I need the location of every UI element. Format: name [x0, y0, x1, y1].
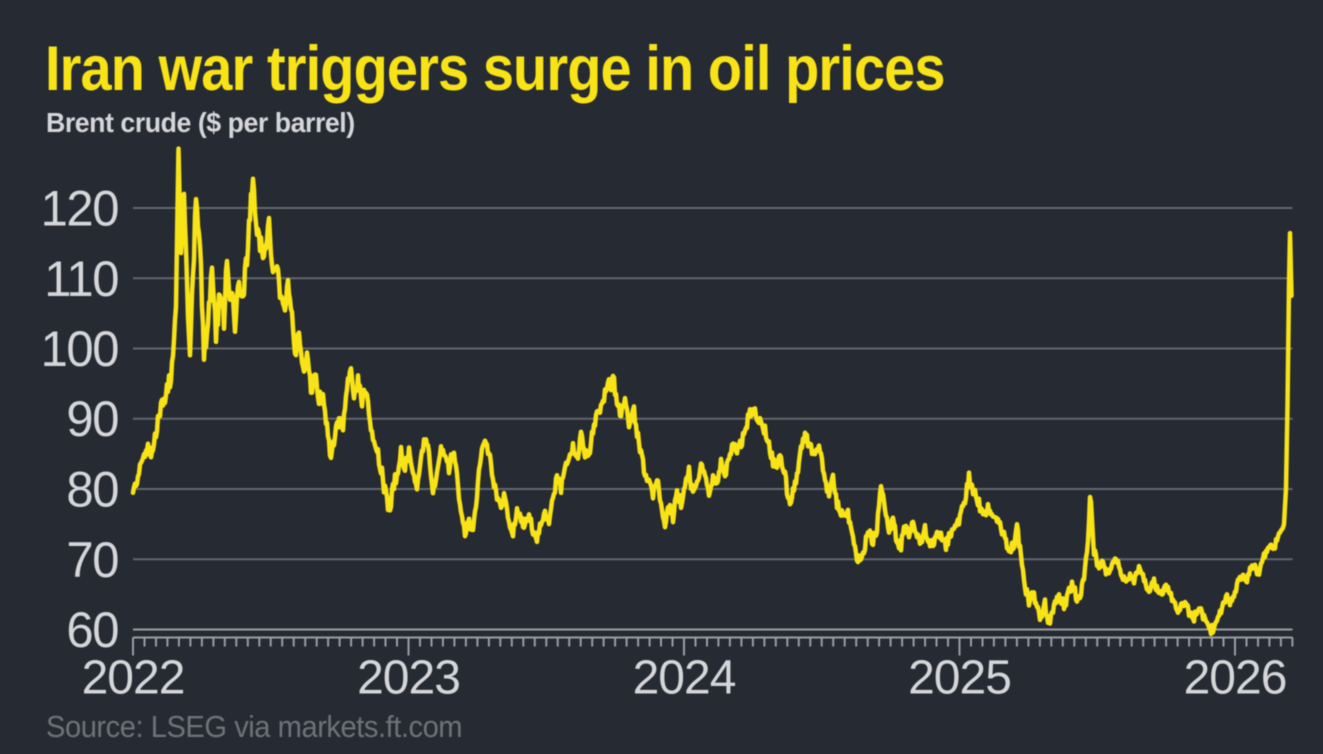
- svg-text:80: 80: [66, 462, 118, 518]
- svg-text:Iran war triggers surge in oil: Iran war triggers surge in oil prices: [45, 33, 945, 104]
- svg-text:100: 100: [41, 322, 118, 378]
- svg-text:70: 70: [66, 532, 118, 588]
- svg-text:Source: LSEG via markets.ft.co: Source: LSEG via markets.ft.com: [46, 710, 462, 744]
- svg-text:90: 90: [66, 392, 118, 448]
- svg-text:2023: 2023: [357, 652, 460, 705]
- svg-text:2025: 2025: [908, 652, 1011, 705]
- svg-text:Brent crude ($ per barrel): Brent crude ($ per barrel): [46, 106, 355, 138]
- svg-text:2026: 2026: [1184, 652, 1287, 705]
- svg-text:2022: 2022: [82, 652, 185, 705]
- svg-text:120: 120: [41, 181, 118, 237]
- svg-text:2024: 2024: [633, 652, 736, 705]
- svg-text:60: 60: [66, 603, 118, 659]
- svg-text:110: 110: [44, 251, 118, 307]
